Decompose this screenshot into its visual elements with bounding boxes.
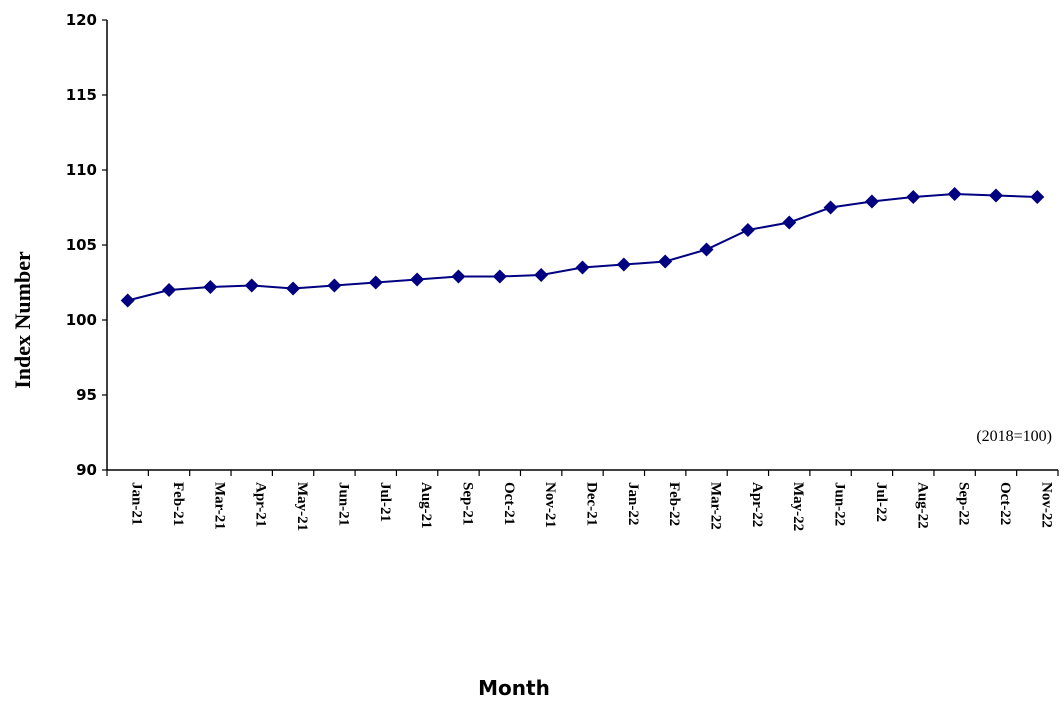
base-year-annotation: (2018=100): [976, 428, 1052, 445]
x-tick-label: Jun-22: [832, 482, 848, 526]
data-point-marker: [782, 215, 797, 230]
data-point-marker: [244, 278, 259, 293]
y-tick-label: 115: [66, 86, 97, 104]
x-tick-label: Oct-22: [997, 482, 1013, 525]
y-tick-label: 105: [66, 236, 97, 254]
x-tick-label: Nov-21: [542, 482, 558, 528]
x-tick-label: Feb-21: [170, 482, 186, 526]
x-tick-label: Jan-21: [129, 482, 145, 525]
data-point-marker: [534, 268, 549, 282]
data-point-marker: [120, 293, 135, 308]
x-tick-label: Mar-21: [211, 482, 227, 530]
y-tick-label: 120: [66, 11, 97, 29]
y-tick-label: 110: [66, 161, 97, 179]
data-point-marker: [327, 278, 342, 293]
data-point-marker: [451, 269, 466, 284]
x-tick-label: Jul-22: [873, 482, 889, 522]
data-point-marker: [988, 188, 1003, 203]
x-tick-label: Aug-22: [914, 482, 930, 529]
x-tick-label: Jun-21: [335, 482, 351, 526]
x-tick-label: Nov-22: [1038, 482, 1054, 528]
x-tick-label: May-22: [790, 482, 806, 531]
data-point-marker: [162, 283, 177, 297]
x-axis-ticks: Jan-21 Feb-21 Mar-21 Apr-21 May-21 Jun-21 Jul-…: [106, 470, 1059, 531]
x-tick-label: May-21: [294, 482, 310, 531]
data-point-marker: [740, 223, 755, 237]
series-line: [127, 192, 1038, 302]
x-tick-label: Jul-21: [377, 482, 393, 522]
data-point-marker: [410, 272, 425, 287]
x-axis-label: Month: [478, 676, 550, 700]
y-tick-label: 90: [76, 461, 97, 479]
series-markers: [120, 187, 1045, 308]
x-tick-label: Jan-22: [625, 482, 641, 525]
data-point-marker: [699, 242, 714, 257]
data-point-marker: [368, 275, 383, 290]
data-point-marker: [203, 280, 218, 294]
x-tick-label: Sep-22: [956, 482, 972, 525]
data-point-marker: [864, 194, 879, 209]
data-point-marker: [492, 269, 507, 284]
y-tick-label: 100: [66, 311, 97, 329]
x-tick-label: Apr-21: [253, 482, 269, 527]
x-tick-label: Feb-22: [666, 482, 682, 526]
x-tick-label: Dec-21: [584, 482, 600, 526]
data-point-marker: [575, 260, 590, 275]
y-tick-label: 95: [76, 386, 97, 404]
x-tick-label: Apr-22: [749, 482, 765, 527]
y-axis-label: Index Number: [10, 251, 35, 389]
data-point-marker: [1030, 190, 1045, 204]
y-axis-ticks: 90 95 100 105 110 115 120: [66, 11, 107, 479]
data-point-marker: [616, 257, 631, 272]
data-point-marker: [658, 254, 673, 269]
data-point-marker: [286, 281, 301, 296]
x-tick-label: Aug-21: [418, 482, 434, 529]
data-point-marker: [823, 200, 838, 215]
x-tick-label: Oct-21: [501, 482, 517, 525]
data-point-marker: [906, 190, 921, 204]
x-tick-label: Sep-21: [459, 482, 475, 525]
data-point-marker: [947, 187, 962, 201]
x-tick-label: Mar-22: [708, 482, 724, 530]
